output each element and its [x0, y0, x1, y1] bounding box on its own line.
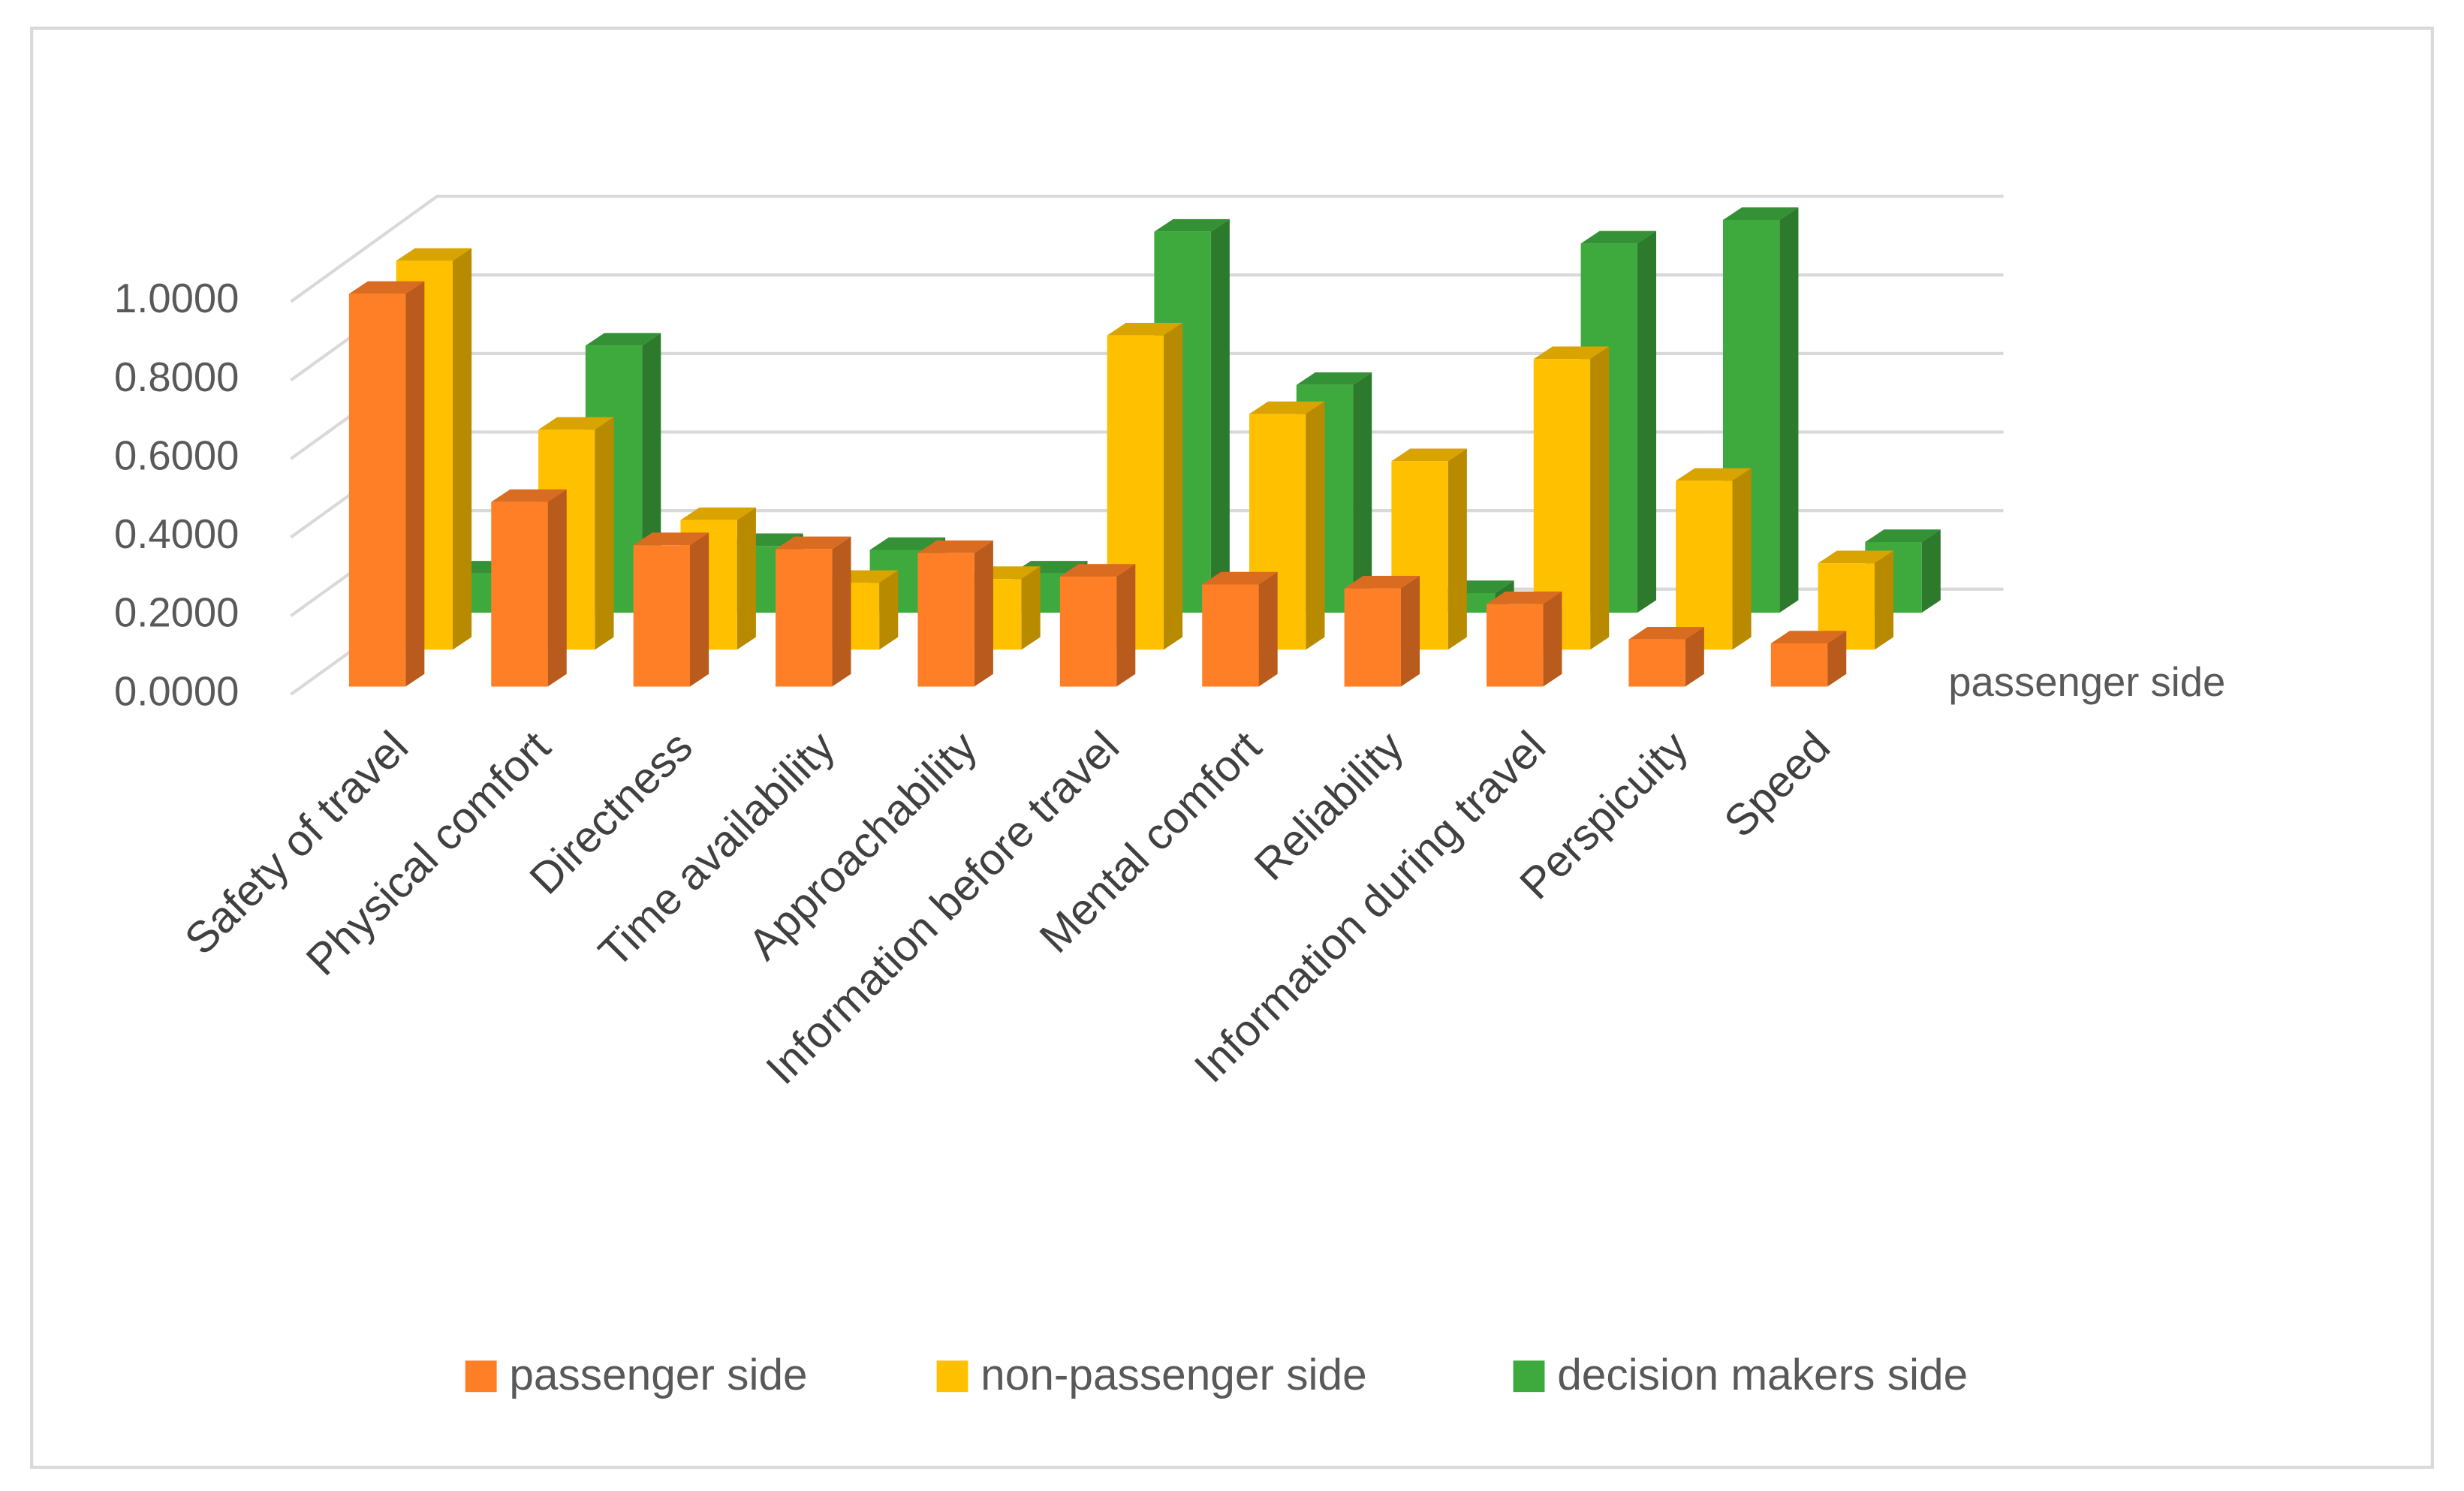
bar-top [1818, 550, 1894, 564]
bar-top [1391, 448, 1467, 462]
bar-front [348, 294, 406, 687]
legend-swatch [465, 1360, 497, 1393]
bar-top [396, 248, 472, 261]
bar-top [585, 333, 661, 346]
grid-line [290, 194, 2004, 303]
bar-top [1533, 346, 1610, 360]
bar [1487, 591, 1562, 687]
bar-top [1154, 218, 1230, 232]
bar-side [1637, 230, 1657, 613]
bar-top [1722, 207, 1799, 220]
bar-front [917, 553, 974, 687]
legend-label: decision makers side [1557, 1351, 1968, 1399]
bar-top [1487, 591, 1562, 604]
bar-side [1447, 448, 1467, 650]
bar-side [405, 281, 425, 687]
bar-side [1306, 401, 1325, 650]
bar-top [1107, 323, 1183, 336]
bar-side [547, 489, 567, 687]
bar-side [690, 532, 709, 687]
bar-side [1021, 566, 1041, 650]
bar-front [491, 502, 548, 687]
bar-side [1400, 575, 1420, 687]
depth-axis-label: passenger side [1948, 659, 2225, 705]
bar-front [1059, 577, 1117, 687]
bar-side [1210, 218, 1230, 613]
bar [1344, 575, 1420, 687]
bar-front [1676, 480, 1733, 650]
legend-swatch [1513, 1360, 1545, 1393]
bar-front [1770, 643, 1828, 687]
bar-side [595, 417, 614, 650]
bar [776, 536, 851, 687]
y-tick-label: 1.0000 [114, 276, 239, 321]
bar-front [1344, 588, 1401, 687]
bar-top [917, 540, 993, 553]
bar-top [1202, 571, 1278, 585]
bar-top [633, 532, 709, 546]
bar-side [1258, 571, 1278, 687]
bar-top [776, 536, 851, 550]
legend-label: non-passenger side [980, 1351, 1367, 1399]
bar-side [1827, 631, 1847, 687]
bar-side [1732, 468, 1752, 650]
bar [1770, 631, 1847, 687]
bar-front [1202, 584, 1259, 687]
bar-top [491, 489, 567, 502]
bar-top [1770, 631, 1847, 643]
y-tick-label: 0.0000 [114, 668, 239, 714]
bar-side [1163, 323, 1183, 650]
bar-side [879, 570, 899, 650]
bar-top [1249, 401, 1325, 414]
bar-top [1865, 529, 1941, 542]
bar [1628, 626, 1704, 687]
bar-side [1543, 591, 1562, 687]
y-tick-label: 0.6000 [114, 432, 239, 478]
bar-top [1344, 575, 1420, 589]
bar-front [633, 545, 691, 687]
bar [917, 540, 993, 687]
bar [348, 281, 425, 687]
bar-side [1685, 626, 1704, 687]
bar-top [1628, 626, 1704, 640]
bar-side [1779, 207, 1799, 613]
bar-top [1296, 372, 1372, 385]
legend-swatch [936, 1360, 968, 1393]
bar-top [1059, 564, 1136, 577]
bar-side [832, 536, 851, 687]
y-tick-label: 0.2000 [114, 590, 239, 636]
bar-side [453, 248, 472, 650]
bar-front [1628, 639, 1685, 687]
bar-side [1116, 564, 1136, 687]
legend-label: passenger side [509, 1351, 807, 1399]
bar-front [776, 549, 833, 687]
bar-side [1921, 529, 1941, 613]
bar-top [680, 507, 756, 520]
bar-side [974, 540, 993, 687]
bar-top [869, 537, 946, 550]
bar-side [1353, 372, 1372, 613]
bar-side [1874, 550, 1894, 650]
bar-top [1580, 230, 1657, 244]
bar-top [348, 281, 425, 294]
bar [491, 489, 567, 687]
bar-side [1590, 346, 1610, 650]
bar-top [538, 417, 614, 430]
y-tick-label: 0.4000 [114, 511, 239, 557]
bar [1202, 571, 1278, 687]
bar [633, 532, 709, 687]
bar-side [736, 507, 756, 650]
bar [1059, 564, 1136, 687]
bar-front [1487, 604, 1544, 687]
y-tick-label: 0.8000 [114, 354, 239, 400]
bar [1676, 468, 1752, 650]
bar-top [1676, 468, 1752, 481]
